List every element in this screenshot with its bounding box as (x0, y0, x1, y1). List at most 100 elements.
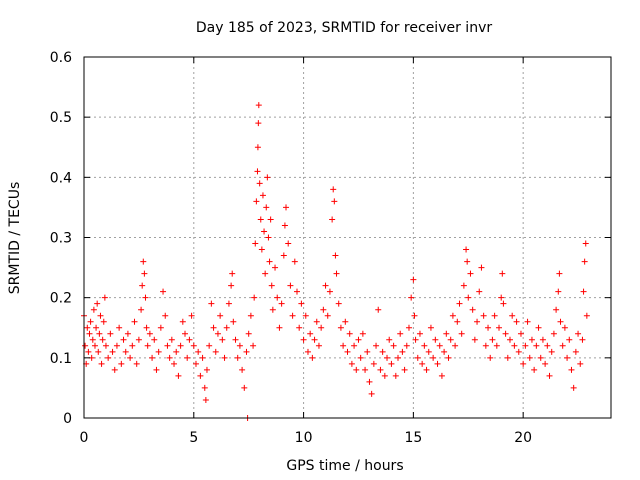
data-point (107, 330, 114, 337)
data-point (289, 312, 296, 319)
data-point (202, 396, 209, 403)
data-point (332, 252, 339, 259)
data-point (337, 324, 344, 331)
data-point (307, 330, 314, 337)
data-point (94, 300, 101, 307)
data-point (259, 192, 266, 199)
data-point (355, 336, 362, 343)
data-point (266, 258, 273, 265)
data-point (443, 330, 450, 337)
data-point (401, 366, 408, 373)
data-point (320, 306, 327, 313)
data-point (564, 354, 571, 361)
data-point (168, 336, 175, 343)
data-point (255, 102, 262, 109)
axis-ticks: 0 0.1 0.2 0.3 0.4 0.5 0.6 0 5 10 15 20 (50, 50, 611, 446)
data-point (113, 342, 120, 349)
data-point (520, 360, 527, 367)
y-tick-label: 0.5 (50, 110, 72, 126)
data-point (452, 342, 459, 349)
data-point (241, 384, 248, 391)
data-point (262, 270, 269, 277)
data-point (384, 354, 391, 361)
data-point (111, 366, 118, 373)
data-point (533, 342, 540, 349)
data-point (524, 318, 531, 325)
data-point (445, 354, 452, 361)
data-point (357, 354, 364, 361)
data-point (395, 354, 402, 361)
data-point (96, 330, 103, 337)
data-point (458, 330, 465, 337)
data-point (582, 240, 589, 247)
y-tick-label: 0.2 (50, 291, 72, 307)
data-point (318, 324, 325, 331)
data-point (513, 318, 520, 325)
data-point (460, 282, 467, 289)
data-point (478, 264, 485, 271)
data-point (232, 336, 239, 343)
data-point (141, 270, 148, 277)
data-point (186, 336, 193, 343)
data-point (98, 360, 105, 367)
chart-title: Day 185 of 2023, SRMTID for receiver inv… (196, 20, 492, 36)
data-point (414, 354, 421, 361)
data-point (285, 240, 292, 247)
data-point (142, 294, 149, 301)
data-point (151, 336, 158, 343)
data-point (555, 288, 562, 295)
data-point (344, 348, 351, 355)
data-point (438, 372, 445, 379)
data-point (559, 342, 566, 349)
data-point (234, 354, 241, 361)
data-point (411, 312, 418, 319)
data-point (109, 348, 116, 355)
data-point (482, 342, 489, 349)
data-point (427, 324, 434, 331)
data-point (278, 300, 285, 307)
data-point (93, 324, 100, 331)
data-point (364, 348, 371, 355)
data-point (566, 336, 573, 343)
data-point (296, 324, 303, 331)
data-point (419, 360, 426, 367)
data-point (146, 330, 153, 337)
data-point (101, 294, 108, 301)
data-point (251, 294, 258, 301)
data-point (412, 336, 419, 343)
y-tick-label: 0.6 (50, 50, 72, 66)
data-point (97, 312, 104, 319)
data-point (214, 330, 221, 337)
data-point (120, 336, 127, 343)
data-point (537, 354, 544, 361)
data-point (342, 318, 349, 325)
data-point (143, 324, 150, 331)
data-point (580, 288, 587, 295)
data-point (298, 300, 305, 307)
data-point (493, 342, 500, 349)
data-point (324, 312, 331, 319)
data-point (471, 336, 478, 343)
data-point (464, 258, 471, 265)
data-point (192, 360, 199, 367)
data-point (405, 324, 412, 331)
data-point (330, 186, 337, 193)
data-point (441, 348, 448, 355)
data-point (102, 342, 109, 349)
data-point (379, 348, 386, 355)
data-point (436, 342, 443, 349)
data-point (300, 336, 307, 343)
data-point (269, 306, 276, 313)
data-point (548, 348, 555, 355)
data-point (133, 360, 140, 367)
data-point (410, 276, 417, 283)
data-point (155, 348, 162, 355)
data-point (491, 312, 498, 319)
data-point (579, 336, 586, 343)
data-point (346, 330, 353, 337)
data-point (118, 360, 125, 367)
data-point (489, 336, 496, 343)
data-point (542, 360, 549, 367)
data-point (124, 330, 131, 337)
data-point (291, 258, 298, 265)
